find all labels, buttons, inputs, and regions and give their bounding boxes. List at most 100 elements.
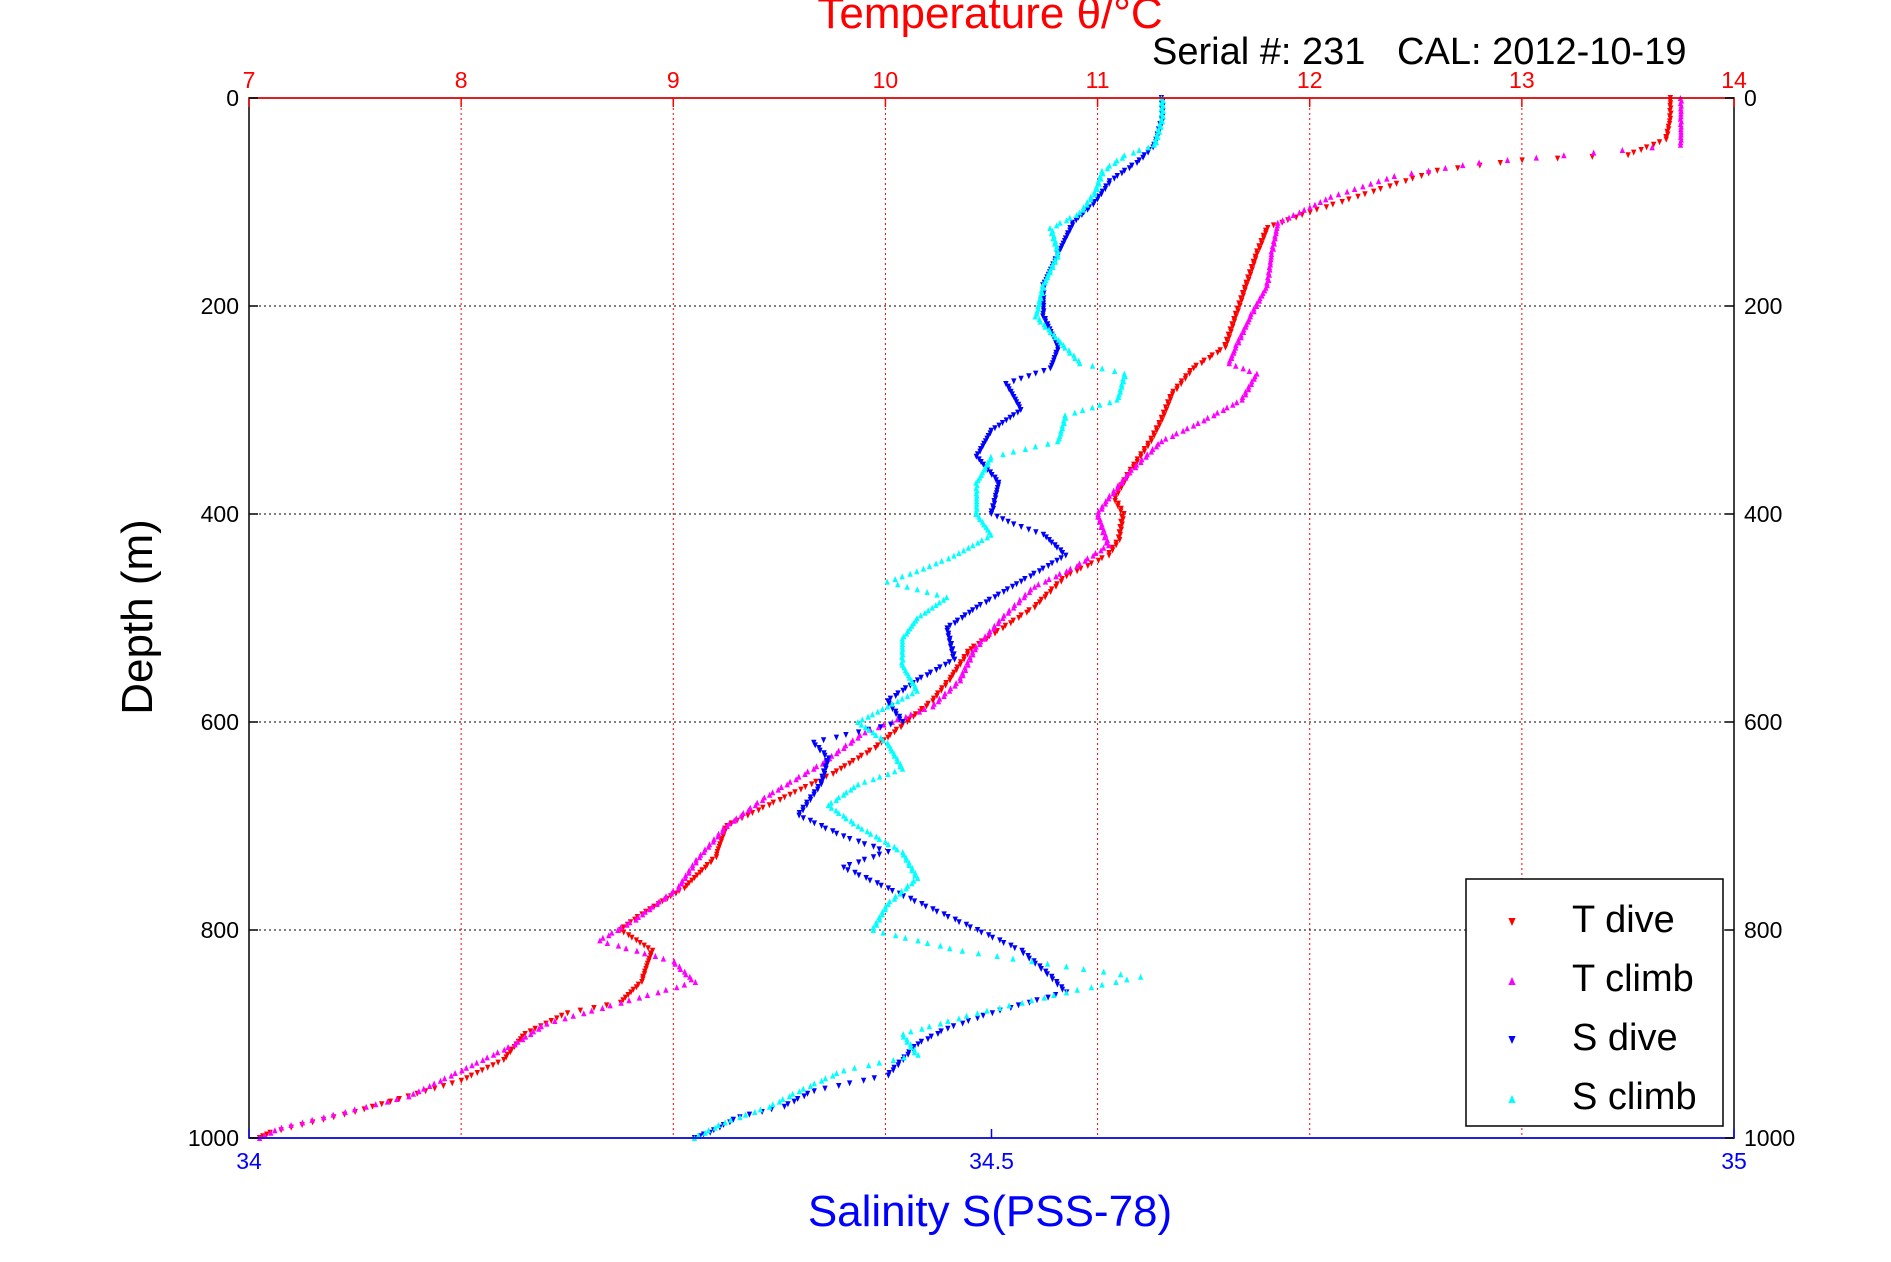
data-point [746, 1111, 753, 1118]
data-point [900, 687, 906, 694]
data-point [1238, 334, 1244, 341]
data-point [787, 778, 793, 785]
data-point [988, 531, 994, 538]
data-point [426, 1083, 433, 1089]
data-point [903, 630, 910, 637]
data-point [889, 700, 895, 707]
data-point [1077, 209, 1083, 216]
data-point [965, 661, 971, 668]
data-point [1256, 297, 1263, 304]
data-point [966, 609, 973, 616]
legend-box [1465, 878, 1724, 1127]
data-point [1103, 539, 1110, 546]
data-point [1089, 362, 1096, 369]
data-point [891, 895, 898, 902]
data-point [635, 914, 641, 920]
data-point [945, 1018, 951, 1024]
data-point [1118, 479, 1125, 486]
data-point [682, 872, 689, 879]
data-point [1041, 284, 1047, 291]
data-point [838, 765, 844, 772]
data-point [668, 890, 675, 897]
data-point [1279, 217, 1286, 224]
data-point [1391, 173, 1397, 179]
data-point [1116, 391, 1122, 398]
data-point [581, 1010, 587, 1017]
data-point [570, 1012, 576, 1019]
data-point [655, 989, 661, 996]
data-point [1095, 508, 1102, 515]
data-point [1049, 560, 1055, 567]
data-point [846, 836, 853, 842]
data-point [1246, 277, 1252, 283]
data-point [1259, 240, 1265, 247]
data-point [1084, 199, 1090, 205]
data-point [1114, 485, 1121, 491]
data-point [1554, 155, 1561, 162]
data-point [1105, 495, 1112, 502]
data-point [974, 927, 981, 933]
data-point [938, 687, 945, 694]
data-point [997, 1005, 1003, 1011]
data-point [1346, 196, 1352, 203]
data-point [1330, 201, 1336, 208]
data-point [1067, 349, 1073, 356]
data-point [1074, 568, 1080, 575]
data-point [1004, 586, 1011, 593]
data-point [696, 854, 703, 861]
data-point [873, 919, 879, 926]
data-point [554, 1015, 560, 1022]
data-point [846, 1080, 853, 1087]
data-point [1080, 206, 1086, 213]
data-point [830, 771, 836, 777]
data-point [1140, 154, 1146, 161]
data-point [1155, 134, 1161, 140]
data-point [784, 781, 790, 788]
data-point [875, 708, 881, 715]
data-point [801, 1093, 807, 1100]
data-point [1286, 214, 1292, 221]
data-point [975, 539, 981, 546]
data-point [991, 625, 997, 632]
data-point [288, 1122, 294, 1128]
data-point [880, 737, 886, 744]
data-point [855, 755, 862, 762]
data-point [647, 906, 653, 913]
data-point [895, 698, 901, 705]
data-point [1159, 118, 1166, 125]
data-point [1153, 139, 1160, 146]
data-point [804, 1090, 811, 1097]
data-point [363, 1103, 369, 1110]
data-point [820, 776, 826, 783]
data-point [969, 607, 976, 614]
data-point [431, 1080, 437, 1087]
data-point [1137, 973, 1144, 980]
data-point [1362, 191, 1368, 198]
data-point [876, 916, 883, 923]
data-point [1442, 164, 1449, 171]
data-point [1073, 217, 1079, 224]
data-point [916, 708, 923, 715]
data-point [1057, 339, 1064, 346]
data-point [930, 703, 936, 710]
data-point [789, 1090, 796, 1097]
data-point [890, 1067, 896, 1074]
data-point [770, 799, 777, 806]
data-point [858, 752, 865, 759]
data-point [1678, 113, 1684, 120]
data-point [872, 745, 879, 751]
data-point [876, 1059, 882, 1066]
data-point [1156, 128, 1163, 135]
data-point [836, 810, 842, 816]
data-point [512, 1041, 518, 1048]
data-point [974, 604, 980, 611]
data-point [1246, 368, 1253, 374]
data-point [899, 765, 906, 772]
data-point [1649, 144, 1655, 151]
data-point [885, 1072, 892, 1079]
data-point [902, 934, 909, 941]
data-point [840, 791, 847, 798]
data-point [989, 934, 996, 941]
data-point [522, 1033, 529, 1040]
